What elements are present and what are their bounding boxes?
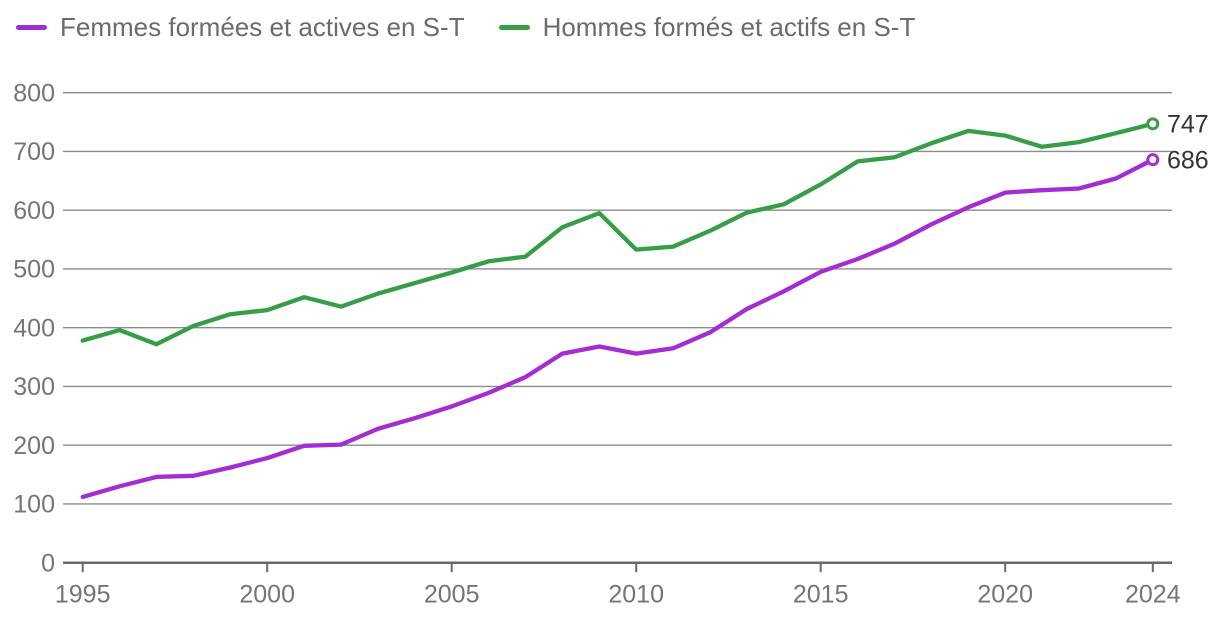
legend-label-femmes: Femmes formées et actives en S-T (60, 12, 465, 42)
x-axis-tick-label: 2020 (977, 581, 1033, 609)
legend-swatch-femmes (16, 24, 47, 30)
series-end-marker-1 (1146, 153, 1160, 167)
legend-item-femmes: Femmes formées et actives en S-T (16, 14, 465, 40)
series-end-label-1: 686 (1167, 146, 1209, 174)
y-axis-tick-label: 800 (13, 79, 55, 107)
y-axis-tick-label: 300 (13, 373, 55, 401)
y-axis-tick-label: 100 (13, 491, 55, 519)
series-end-marker-0 (1146, 117, 1160, 131)
legend: Femmes formées et actives en S-T Hommes … (16, 14, 915, 40)
legend-item-hommes: Hommes formés et actifs en S-T (498, 12, 916, 42)
x-axis-tick-label: 1995 (55, 581, 111, 609)
series-line-0 (80, 121, 1155, 347)
x-axis-tick-label: 2000 (239, 581, 295, 609)
series-end-label-0: 747 (1167, 111, 1209, 139)
legend-label-hommes: Hommes formés et actifs en S-T (542, 12, 916, 42)
y-axis-tick-label: 600 (13, 197, 55, 225)
legend-swatch-hommes (498, 24, 530, 30)
x-axis-tick-label: 2005 (424, 581, 480, 609)
y-axis-tick-label: 500 (13, 256, 55, 284)
series-line-1 (80, 157, 1155, 500)
x-axis-tick-label: 2010 (608, 581, 664, 609)
y-axis-tick-label: 200 (13, 432, 55, 460)
x-axis-tick-label: 2024 (1125, 581, 1181, 609)
x-axis-tick-label: 2015 (793, 581, 849, 609)
y-axis-tick-label: 700 (13, 138, 55, 166)
y-axis-tick-label: 400 (13, 314, 55, 342)
y-axis-tick-label: 0 (41, 549, 55, 577)
